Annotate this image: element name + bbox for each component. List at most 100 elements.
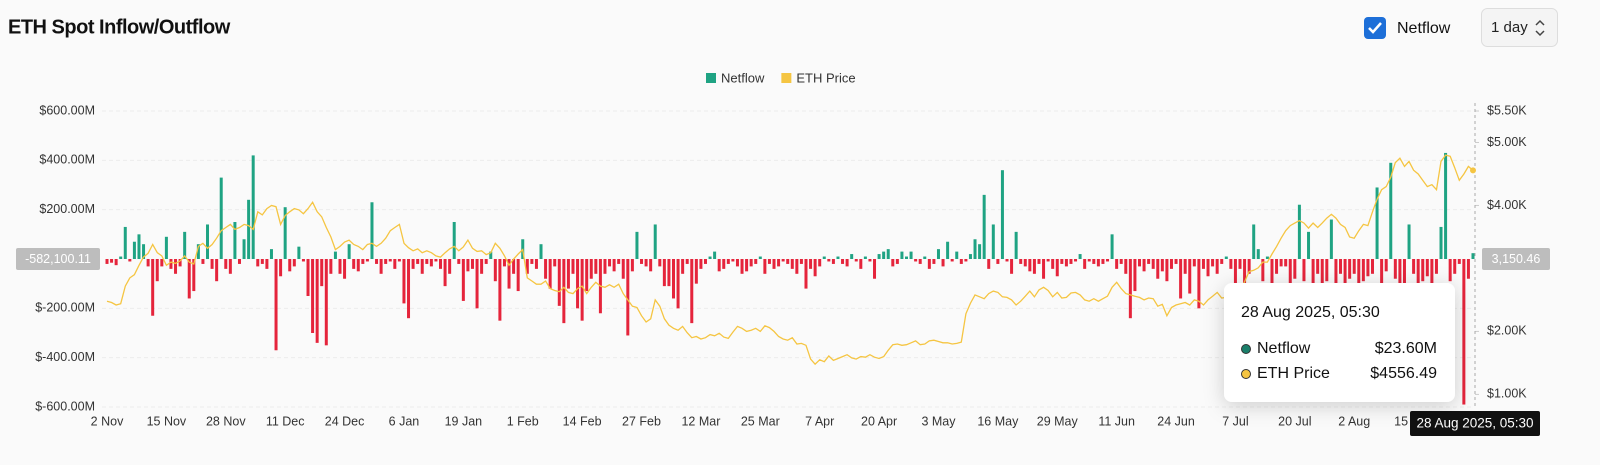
bar <box>772 259 776 269</box>
bar <box>1151 259 1155 269</box>
bar <box>1087 259 1091 262</box>
bar <box>608 259 612 267</box>
bar <box>1302 259 1306 282</box>
x-tick-label: 19 Jan <box>445 414 483 428</box>
bar <box>452 222 456 259</box>
interval-value[interactable]: 1 day <box>1491 19 1528 36</box>
bar <box>251 155 255 259</box>
x-tick-label: 20 Jul <box>1278 414 1311 428</box>
bar <box>836 256 840 259</box>
bar <box>512 259 516 274</box>
bar <box>1156 259 1160 279</box>
bar <box>1238 259 1242 269</box>
bar <box>909 251 913 259</box>
bar <box>859 259 863 269</box>
interval-select[interactable] <box>1481 8 1558 47</box>
bar <box>1471 253 1475 259</box>
x-tick-label: 28 Nov <box>206 414 246 428</box>
bar <box>955 251 959 259</box>
bar <box>1393 259 1397 279</box>
bar <box>1220 259 1224 264</box>
bar <box>183 231 187 259</box>
x-tick-label: 12 Mar <box>681 414 720 428</box>
bar <box>338 259 342 274</box>
bar <box>279 259 283 277</box>
y2-tick-label: $2.00K <box>1487 324 1527 338</box>
bar <box>1430 259 1434 284</box>
bar <box>1110 234 1114 259</box>
bar <box>1119 259 1123 264</box>
checkbox-label[interactable]: Netflow <box>1397 20 1451 37</box>
bar <box>1434 259 1438 274</box>
bar <box>804 259 808 289</box>
bar <box>142 244 146 259</box>
bar <box>516 259 520 292</box>
bar <box>256 259 260 267</box>
bar <box>626 259 630 336</box>
x-tick-label: 11 Dec <box>266 414 305 428</box>
bar <box>672 259 676 299</box>
bar <box>1288 259 1292 299</box>
bar <box>991 224 995 259</box>
legend-label: Netflow <box>721 70 765 85</box>
bar <box>1042 259 1046 279</box>
bar <box>1307 231 1311 259</box>
bar <box>891 259 895 267</box>
crosshair-y2-label: 3,150.46 <box>1492 252 1541 266</box>
bar <box>110 259 114 263</box>
crosshair-x-label: 28 Aug 2025, 05:30 <box>1416 416 1533 431</box>
y-tick-label: $-400.00M <box>35 350 95 364</box>
bar <box>260 259 264 264</box>
bar <box>585 259 589 292</box>
check-icon <box>1368 22 1382 34</box>
hover-point <box>1470 167 1476 174</box>
bar <box>1361 259 1365 282</box>
bar <box>420 259 424 274</box>
crosshair-y-box <box>16 248 100 270</box>
bar <box>617 259 621 264</box>
bar <box>1101 259 1105 264</box>
bar <box>411 259 415 269</box>
bar <box>1233 259 1237 299</box>
bar <box>192 259 196 292</box>
bar <box>877 254 881 259</box>
x-tick-label: 27 Feb <box>622 414 661 428</box>
bar <box>1169 259 1173 269</box>
crosshair-y-label: -582,100.11 <box>25 252 91 266</box>
bar <box>365 259 369 262</box>
bar <box>612 259 616 272</box>
bar <box>713 251 717 259</box>
bar <box>347 244 351 259</box>
bar <box>571 259 575 274</box>
bar <box>653 224 657 259</box>
bar <box>306 259 310 296</box>
bar <box>1421 259 1425 282</box>
bar <box>1407 224 1411 259</box>
x-tick-label: 20 Apr <box>861 414 897 428</box>
bar <box>950 259 954 262</box>
bar <box>795 259 799 274</box>
bar <box>1074 259 1078 262</box>
bar <box>174 259 178 274</box>
bar <box>927 259 931 269</box>
bar <box>402 259 406 304</box>
bar <box>178 259 182 267</box>
bar <box>475 259 479 309</box>
bar <box>868 259 872 262</box>
bar <box>425 259 429 264</box>
bar <box>160 259 164 267</box>
bar <box>1279 259 1283 267</box>
bar <box>1311 259 1315 292</box>
bar <box>439 259 443 269</box>
bar <box>169 259 173 269</box>
bar <box>1192 259 1196 267</box>
bar <box>237 259 241 264</box>
bar <box>164 236 168 259</box>
bar <box>1014 231 1018 259</box>
bar <box>283 207 287 259</box>
bar <box>603 259 607 274</box>
bar <box>1183 259 1187 274</box>
bar <box>1147 259 1151 264</box>
bar <box>443 259 447 287</box>
y-tick-label: $-200.00M <box>35 301 95 315</box>
